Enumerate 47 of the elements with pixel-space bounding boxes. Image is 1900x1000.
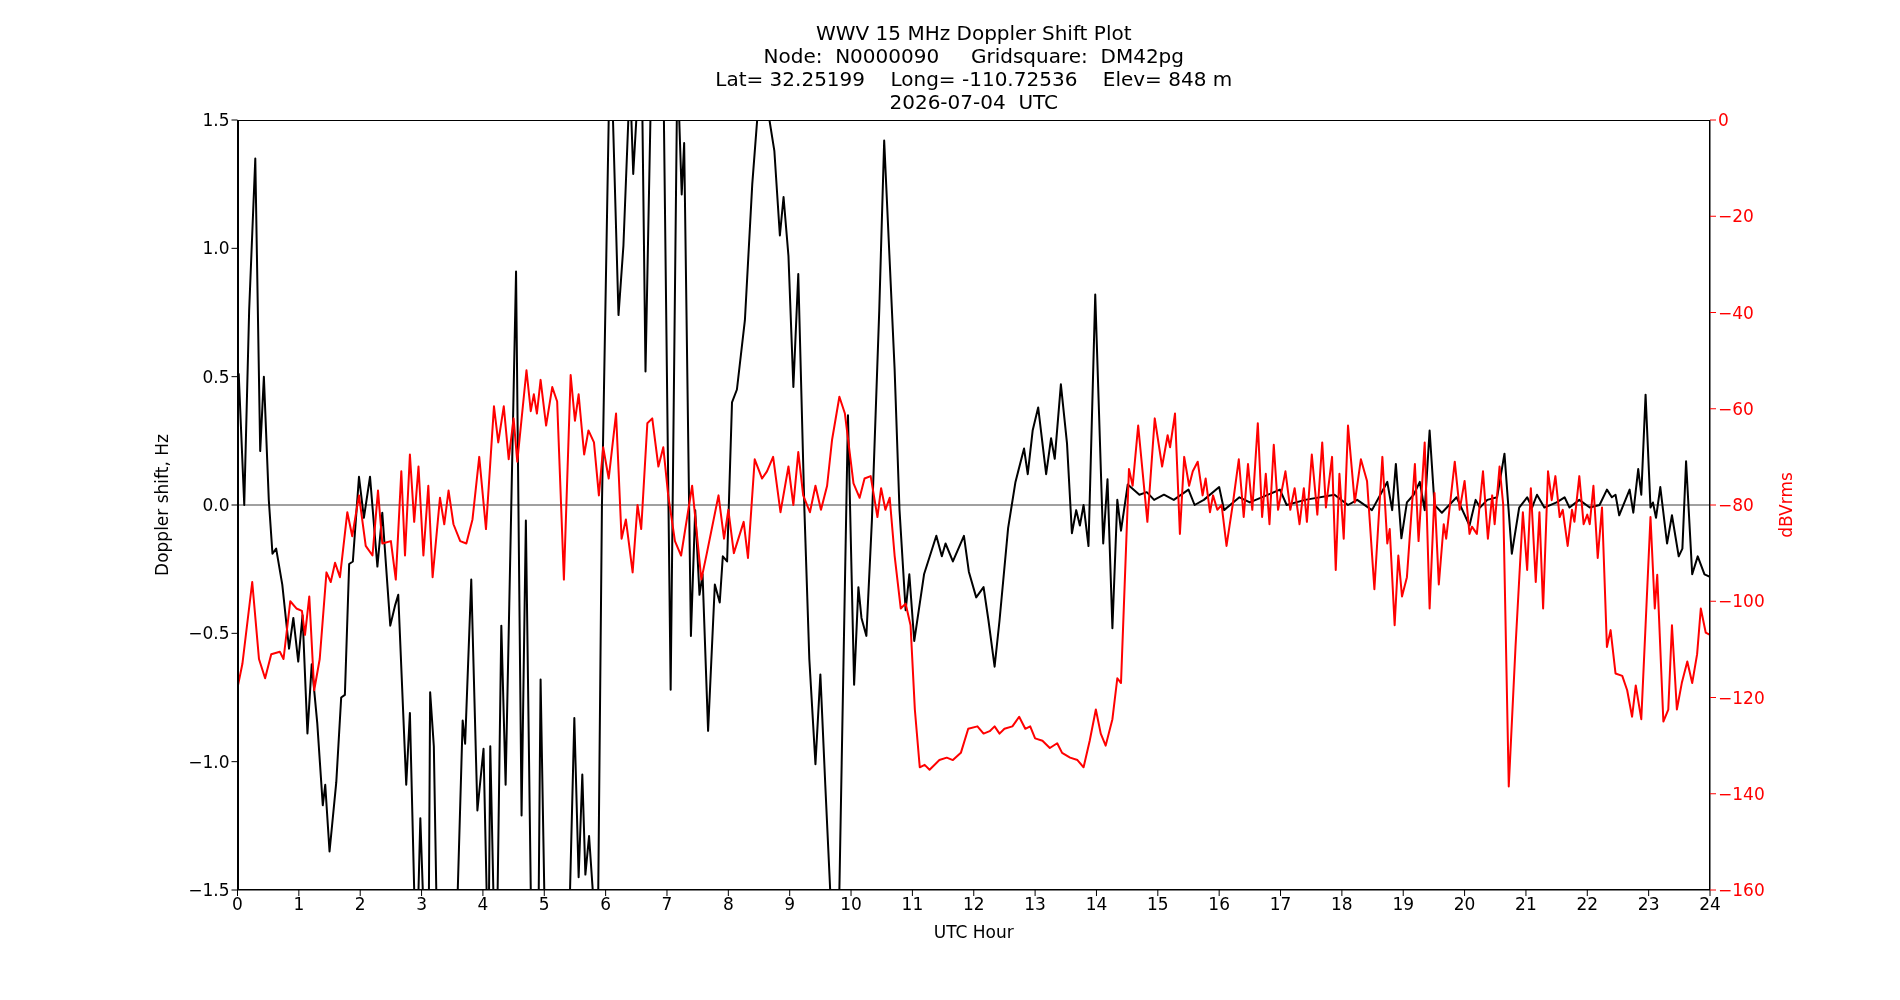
x-tick-label: 16 [1208, 894, 1230, 915]
x-tick-label: 13 [1024, 894, 1046, 915]
y-axis-title: Doppler shift, Hz [151, 433, 172, 576]
x-tick-label: 18 [1331, 894, 1353, 915]
x-tick-label: 8 [722, 894, 734, 915]
line-series [237, 369, 1710, 788]
x-tick-label: 21 [1515, 894, 1537, 915]
y-tick-label: −0.5 [188, 623, 230, 644]
y-tick-label: 0.5 [202, 366, 230, 387]
x-tick-label: 1 [293, 894, 305, 915]
x-tick-label: 11 [901, 894, 924, 915]
chart-title: WWV 15 MHz Doppler Shift Plot [815, 21, 1133, 45]
x-axis-title: UTC Hour [933, 922, 1014, 942]
x-tick-label: 5 [538, 894, 550, 915]
y2-tick-label: −60 [1718, 398, 1754, 419]
x-tick-label: 23 [1637, 894, 1660, 915]
x-tick-label: 12 [962, 894, 985, 915]
y2-tick-label: −20 [1718, 206, 1754, 227]
y2-tick-label: 0 [1718, 110, 1729, 131]
x-tick-label: 10 [840, 894, 862, 915]
x-tick-label: 17 [1269, 894, 1292, 915]
y2-tick-label: −160 [1718, 880, 1765, 901]
y2-tick-label: −80 [1718, 495, 1754, 516]
y-tick-label: 1.5 [202, 110, 230, 131]
y2-tick-label: −100 [1718, 591, 1765, 612]
y2-tick-label: −140 [1718, 783, 1765, 804]
y2-tick-label: −120 [1718, 687, 1765, 708]
y-tick-label: 0.0 [202, 495, 230, 516]
x-tick-label: 6 [600, 894, 612, 915]
x-tick-label: 9 [784, 894, 796, 915]
x-tick-label: 15 [1146, 894, 1169, 915]
x-tick-label: 22 [1576, 894, 1599, 915]
x-tick-label: 14 [1085, 894, 1108, 915]
x-tick-label: 4 [477, 894, 489, 915]
y-tick-label: −1.5 [188, 880, 230, 901]
x-tick-label: 19 [1392, 894, 1415, 915]
y-tick-label: −1.0 [188, 751, 230, 772]
x-tick-label: 0 [232, 894, 243, 915]
x-tick-label: 24 [1699, 894, 1721, 915]
y2-tick-label: −40 [1718, 302, 1754, 323]
y2-axis-title: dBVrms [1776, 472, 1797, 538]
x-tick-label: 3 [416, 894, 427, 915]
chart-subtitle: Node: N0000090 Gridsquare: DM42pg Lat= 32.25199 Long= -110.72536 Elev= 848 m 2026-07-04 UTC [714, 44, 1234, 114]
x-tick-label: 2 [354, 894, 366, 915]
x-tick-label: 7 [661, 894, 673, 915]
y-tick-label: 1.0 [202, 238, 230, 259]
x-tick-label: 20 [1453, 894, 1476, 915]
